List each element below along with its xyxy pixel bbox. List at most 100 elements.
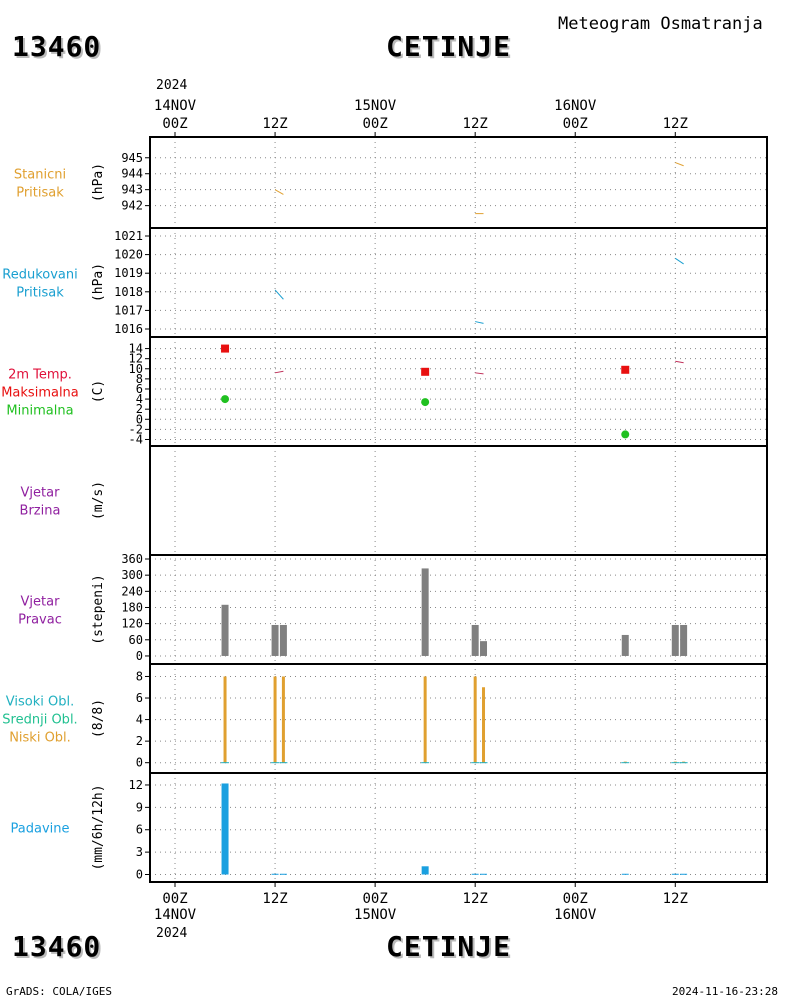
precip-bar — [680, 873, 688, 875]
y-axis-unit: (mm/6h/12h) — [91, 784, 106, 870]
meteogram-title: Meteogram Osmatranja — [558, 14, 763, 34]
footer-station-id: 13460 — [12, 930, 102, 963]
y-tick-label: 6 — [136, 823, 143, 837]
data-segment — [274, 189, 284, 195]
y-tick-label: 180 — [121, 600, 143, 614]
y-tick-label: 360 — [121, 552, 143, 566]
cloud-bar — [482, 687, 486, 763]
y-tick-label: 12 — [129, 778, 143, 792]
y-tick-label: 300 — [121, 568, 143, 582]
y-axis-unit: (m/s) — [91, 481, 106, 520]
panel-label: Srednji Obl. — [2, 713, 77, 728]
precip-bar — [221, 783, 229, 875]
y-axis-unit: (8/8) — [91, 699, 106, 738]
temp-segment — [675, 360, 684, 364]
y-tick-label: 2 — [136, 734, 143, 748]
cloud-bar — [273, 676, 277, 763]
y-tick-label: -4 — [129, 432, 143, 446]
y-tick-label: 12 — [129, 352, 143, 366]
precip-bar — [279, 873, 287, 875]
y-tick-label: 945 — [121, 151, 143, 165]
precip-bar — [480, 873, 488, 875]
panel-label: Maksimalna — [1, 386, 79, 401]
panel-label: Brzina — [20, 504, 61, 519]
precip-bar — [471, 873, 479, 875]
bottom-hour-label: 00Z — [362, 891, 387, 907]
max-temp-marker — [621, 365, 630, 374]
precip-bar — [271, 873, 279, 875]
bottom-day-label: 15NOV — [354, 907, 397, 923]
y-tick-label: 943 — [121, 183, 143, 197]
cloud-bar — [623, 761, 627, 763]
y-tick-label: 944 — [121, 167, 143, 181]
y-axis-unit: (hPa) — [91, 163, 106, 202]
y-tick-label: 3 — [136, 845, 143, 859]
generation-timestamp: 2024-11-16-23:28 — [672, 985, 778, 998]
panel-label: Stanicni — [14, 168, 66, 183]
panel-label: 2m Temp. — [8, 368, 72, 383]
y-tick-label: 240 — [121, 584, 143, 598]
panel-frame — [149, 336, 768, 447]
top-day-label: 14NOV — [154, 98, 197, 114]
data-segment — [675, 162, 684, 167]
cloud-bar — [682, 761, 686, 763]
y-tick-label: 4 — [136, 392, 143, 406]
panel-frame — [149, 663, 768, 774]
top-hour-label: 00Z — [563, 116, 588, 132]
y-tick-label: 6 — [136, 691, 143, 705]
max-temp-marker — [421, 367, 430, 376]
y-axis-unit: (C) — [91, 380, 106, 403]
panel-label: Vjetar — [21, 486, 61, 501]
panel-label: Padavine — [11, 822, 70, 837]
y-axis-unit: (hPa) — [91, 263, 106, 302]
top-day-label: 16NOV — [554, 98, 597, 114]
top-hour-label: 12Z — [262, 116, 287, 132]
y-tick-label: 942 — [121, 199, 143, 213]
precip-bar — [421, 866, 429, 875]
y-tick-label: 0 — [136, 868, 143, 882]
direction-bar — [421, 568, 429, 656]
y-tick-label: 1021 — [114, 229, 143, 243]
top-year: 2024 — [156, 78, 188, 93]
panel-label: Minimalna — [6, 404, 73, 419]
y-tick-label: 0 — [136, 756, 143, 770]
y-tick-label: 8 — [136, 372, 143, 386]
panel-frame — [149, 772, 768, 883]
direction-bar — [271, 624, 279, 656]
y-tick-label: 8 — [136, 669, 143, 683]
min-temp-marker — [221, 395, 230, 404]
cloud-bar — [223, 676, 227, 763]
y-tick-label: -2 — [129, 422, 143, 436]
direction-bar — [221, 604, 229, 656]
top-hour-label: 00Z — [162, 116, 187, 132]
top-hour-label: 00Z — [362, 116, 387, 132]
top-hour-label: 12Z — [663, 116, 688, 132]
temp-segment — [274, 370, 284, 374]
y-tick-label: 1016 — [114, 322, 143, 336]
panel-label: Redukovani — [2, 268, 77, 283]
bottom-day-label: 16NOV — [554, 907, 597, 923]
station-name: CETINJE — [386, 30, 512, 63]
station-id: 13460 — [12, 30, 102, 63]
max-temp-marker — [221, 344, 230, 353]
y-tick-label: 9 — [136, 800, 143, 814]
data-segment — [475, 321, 484, 324]
y-tick-label: 60 — [129, 633, 143, 647]
bottom-day-label: 14NOV — [154, 907, 197, 923]
y-tick-label: 2 — [136, 402, 143, 416]
footer-station-name: CETINJE — [386, 930, 512, 963]
y-tick-label: 0 — [136, 649, 143, 663]
direction-bar — [621, 634, 629, 656]
top-hour-label: 12Z — [463, 116, 488, 132]
panel-label: Vjetar — [21, 595, 61, 610]
min-temp-marker — [621, 430, 630, 439]
panel-label: Pritisak — [16, 286, 64, 301]
y-tick-label: 10 — [129, 362, 143, 376]
cloud-bar — [281, 676, 285, 763]
panel-label: Pravac — [18, 613, 62, 628]
data-segment — [274, 289, 284, 300]
panel-label: Pritisak — [16, 186, 64, 201]
top-day-label: 15NOV — [354, 98, 397, 114]
bottom-hour-label: 00Z — [162, 891, 187, 907]
